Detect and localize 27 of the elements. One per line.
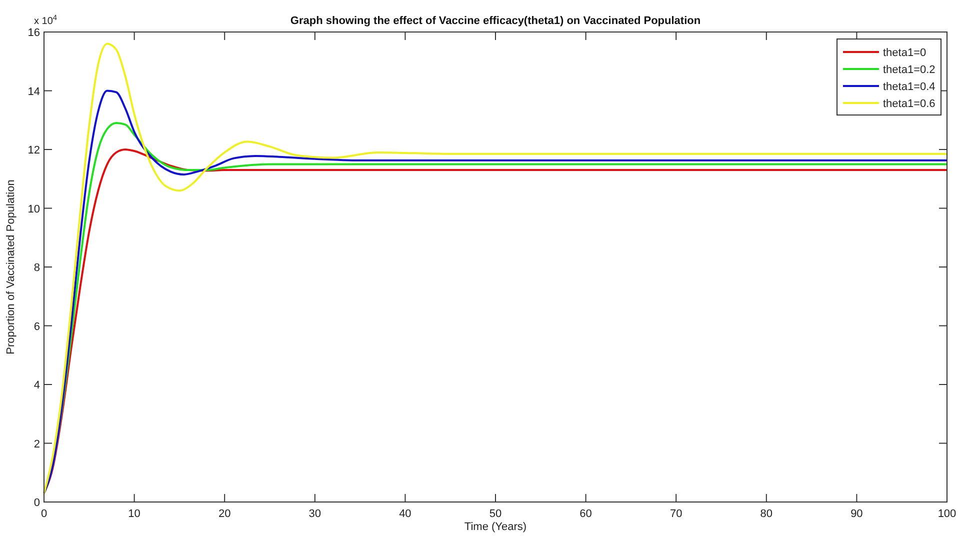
y-tick-label: 16	[28, 27, 40, 39]
x-tick-label: 30	[308, 508, 322, 520]
x-axis-title: Time (Years)	[464, 521, 527, 533]
x-tick-label: 100	[938, 508, 956, 520]
x-tick-label: 10	[128, 508, 140, 520]
y-tick-label: 10	[28, 203, 40, 216]
y-tick-label: 2	[34, 438, 40, 450]
legend-label: theta1=0.4	[883, 81, 936, 93]
x-tick-label: 40	[399, 508, 412, 520]
x-tick-label: 70	[670, 508, 682, 520]
y-tick-label: 4	[34, 380, 40, 392]
chart-title: Graph showing the effect of Vaccine efficacy(theta1) on Vaccinated Population	[290, 15, 701, 27]
y-tick-label: 8	[34, 262, 40, 274]
legend-label: theta1=0.2	[883, 64, 936, 76]
x-tick-label: 90	[850, 508, 863, 520]
legend-label: theta1=0.6	[883, 98, 936, 110]
legend-label: theta1=0	[883, 47, 926, 59]
x-tick-label: 80	[760, 508, 773, 520]
y-tick-label: 12	[28, 144, 40, 156]
y-tick-label: 6	[34, 320, 40, 333]
x-tick-label: 50	[489, 508, 502, 520]
y-tick-label: 0	[34, 497, 40, 509]
x-tick-label: 20	[218, 508, 231, 520]
y-axis-title: Proportion of Vaccinated Population	[5, 180, 17, 354]
y-tick-label: 14	[28, 86, 40, 98]
text: x 10$^{4}$	[34, 12, 58, 27]
x-tick-label: 60	[580, 508, 592, 520]
